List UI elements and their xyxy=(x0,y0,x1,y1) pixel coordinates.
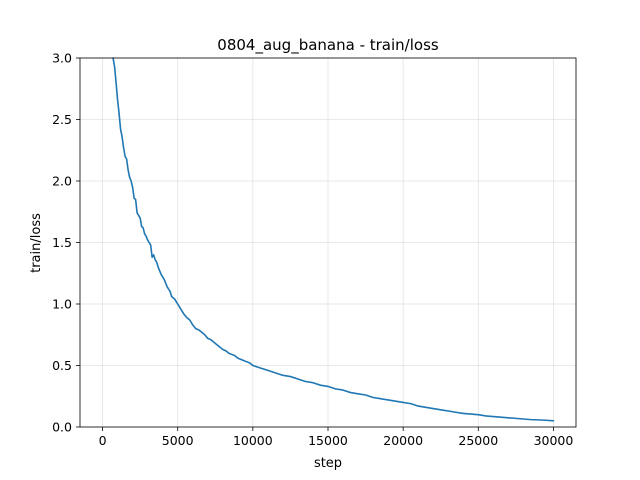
y-tick-label: 0.5 xyxy=(52,358,72,373)
x-tick-label: 0 xyxy=(99,433,107,448)
x-tick-label: 10000 xyxy=(233,433,273,448)
x-tick-label: 20000 xyxy=(383,433,423,448)
x-tick-label: 5000 xyxy=(162,433,194,448)
y-tick-label: 0.0 xyxy=(52,420,72,435)
x-tick-label: 30000 xyxy=(534,433,574,448)
y-tick-label: 2.0 xyxy=(52,174,72,189)
x-tick-label: 25000 xyxy=(458,433,498,448)
y-tick-label: 1.5 xyxy=(52,235,72,250)
chart-title: 0804_aug_banana - train/loss xyxy=(217,36,439,55)
y-axis-ticks: 0.0 0.5 1.0 1.5 2.0 2.5 3.0 xyxy=(52,51,80,435)
y-tick-label: 1.0 xyxy=(52,297,72,312)
x-axis-ticks: 0 5000 10000 15000 20000 25000 30000 xyxy=(99,427,574,448)
y-tick-label: 3.0 xyxy=(52,51,72,66)
x-axis-label: step xyxy=(314,456,342,471)
y-tick-label: 2.5 xyxy=(52,112,72,127)
y-axis-label: train/loss xyxy=(29,213,44,273)
x-tick-label: 15000 xyxy=(308,433,348,448)
series-layer xyxy=(112,57,555,422)
loss-series-line xyxy=(112,57,555,422)
